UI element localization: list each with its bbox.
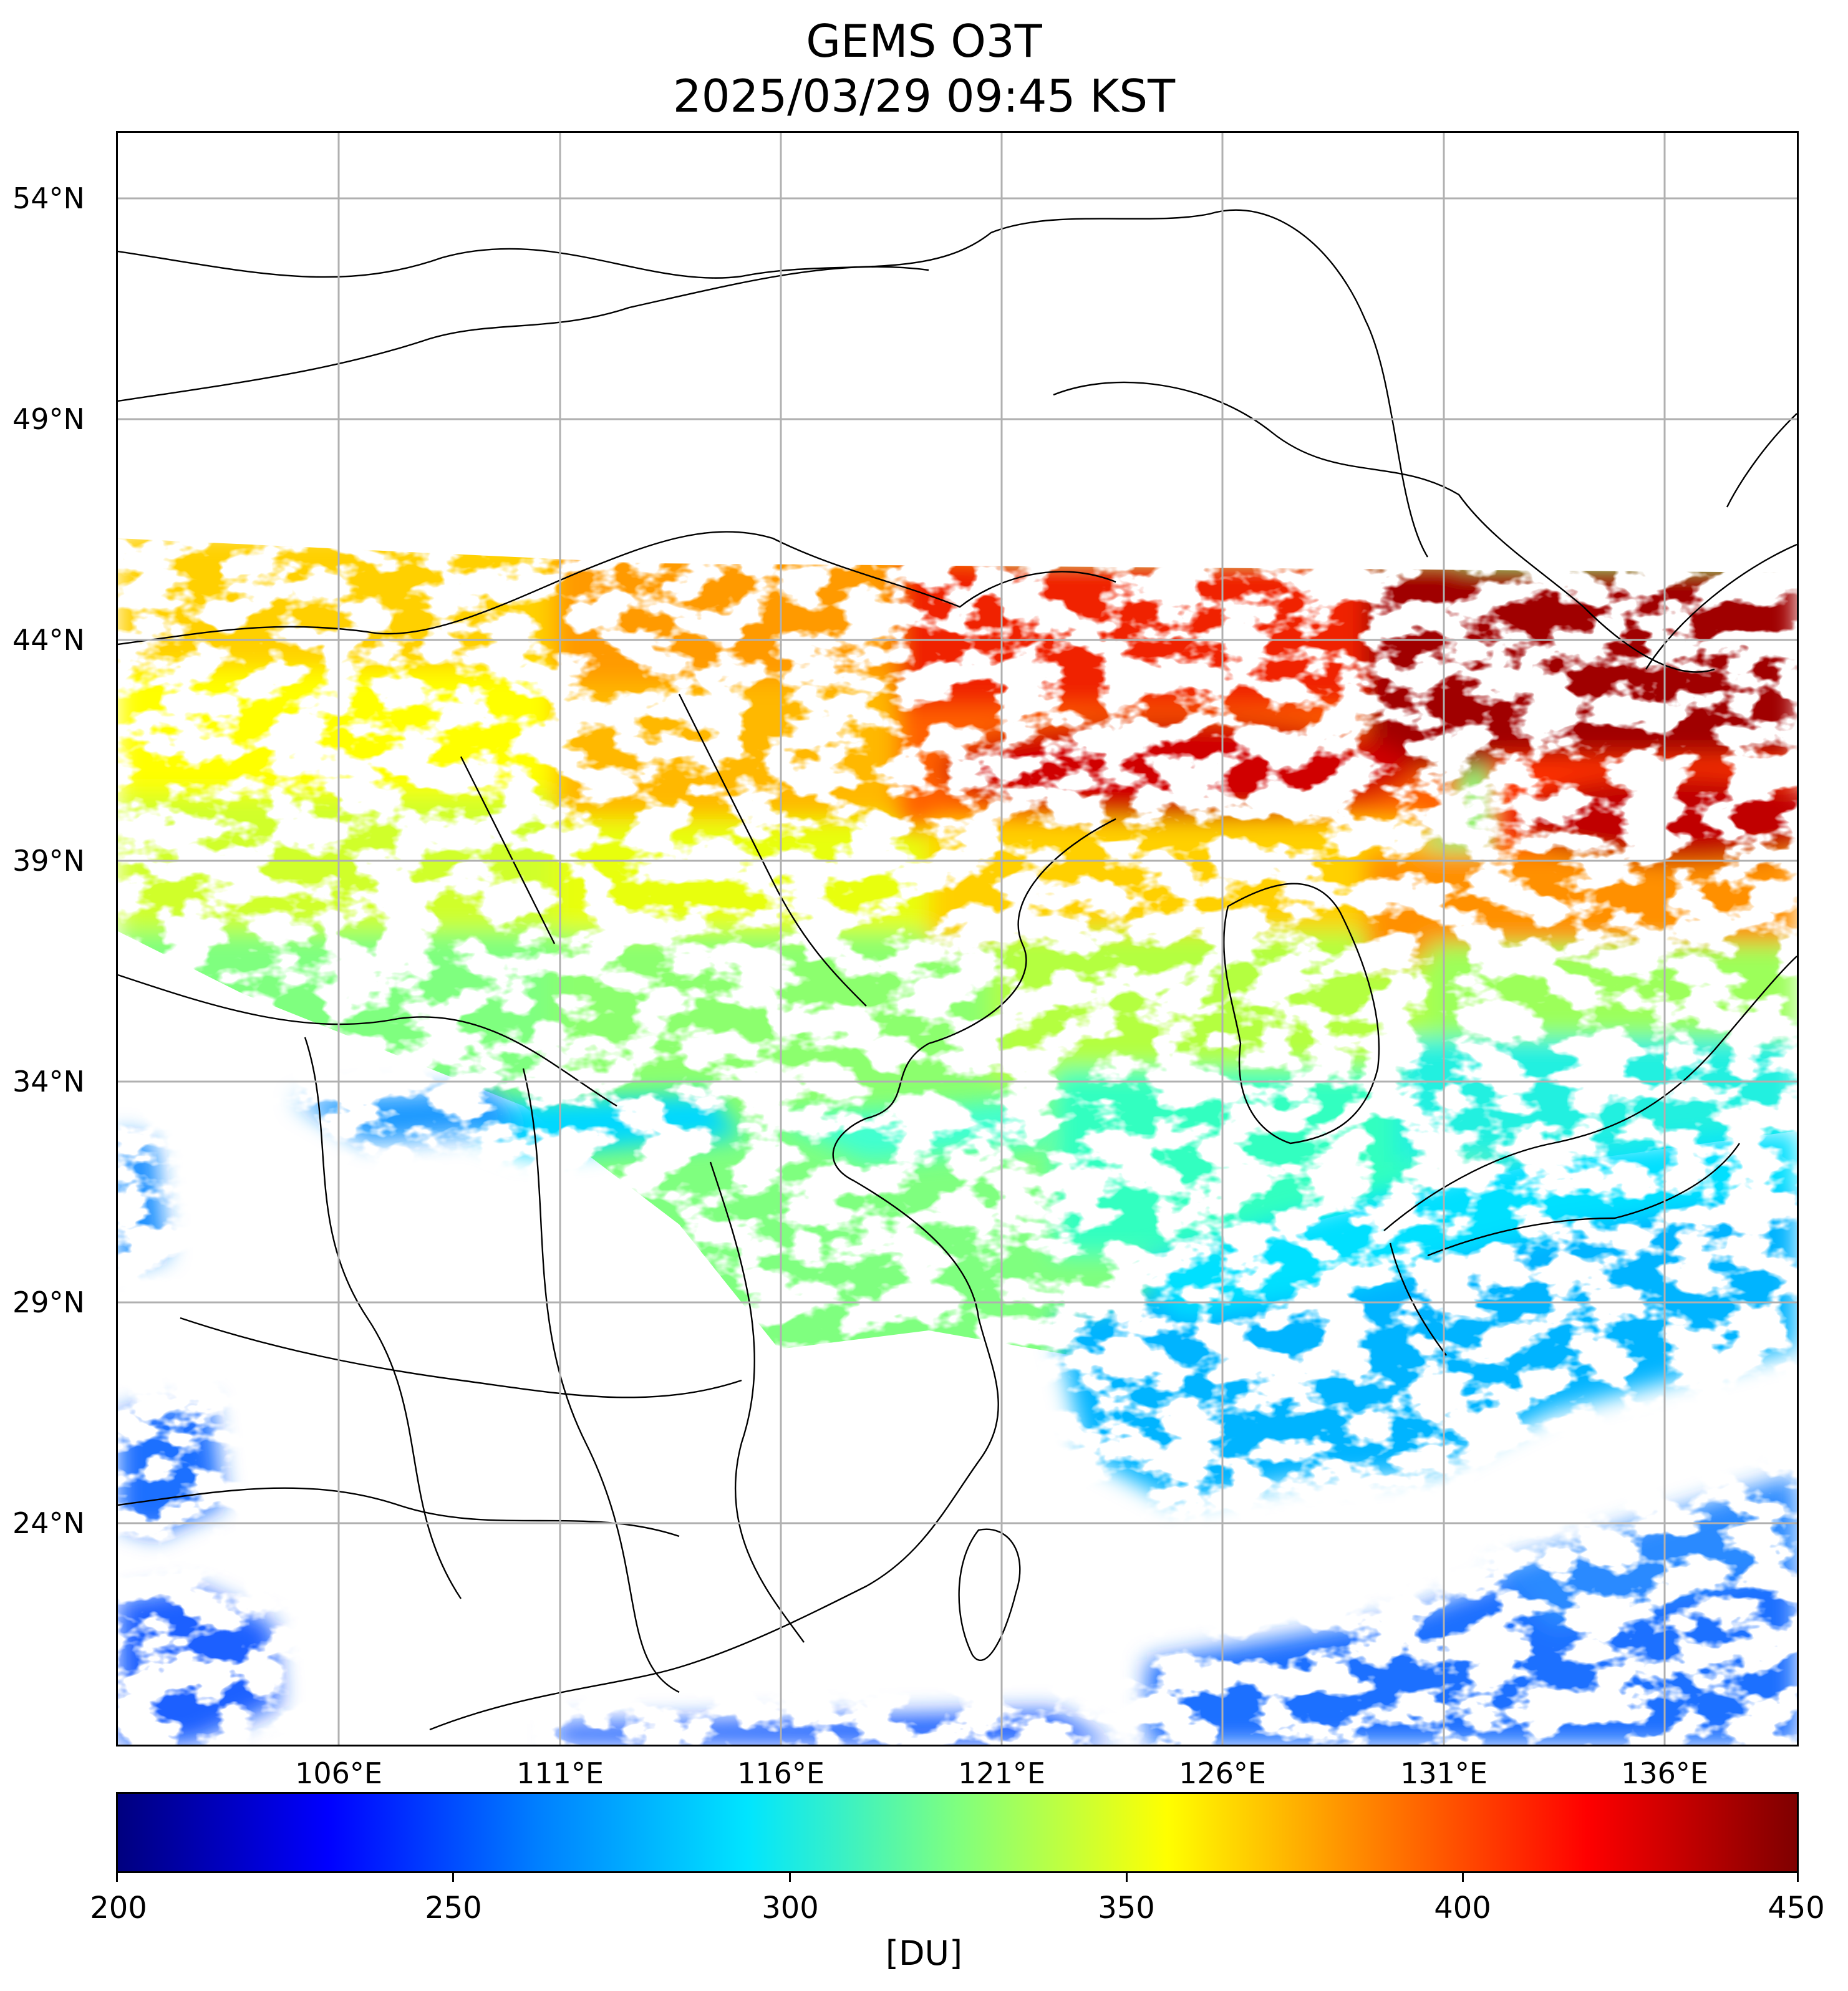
chart-subtitle-datetime: 2025/03/29 09:45 KST (672, 70, 1176, 122)
ozone-map (116, 131, 1799, 1746)
colorbar-label-250: 250 (425, 1891, 482, 1926)
lat-label-34n: 34°N (12, 1065, 85, 1098)
colorbar-label-400: 400 (1434, 1891, 1491, 1926)
lon-label-136e: 136°E (1621, 1756, 1708, 1790)
ozone-map-canvas (118, 133, 1797, 1745)
colorbar-label-450: 450 (1768, 1891, 1825, 1926)
lat-label-39n: 39°N (12, 844, 85, 878)
colorbar-label-300: 300 (762, 1891, 819, 1926)
lon-label-106e: 106°E (295, 1756, 382, 1790)
ozone-data-layer (118, 507, 1797, 1745)
colorbar-label-200: 200 (90, 1891, 147, 1926)
lon-label-126e: 126°E (1179, 1756, 1266, 1790)
graticule (118, 133, 1797, 1745)
colorbar-tick (1462, 1873, 1464, 1882)
coastlines-borders (118, 209, 1797, 1731)
colorbar-tick (452, 1873, 454, 1882)
lon-label-111e: 111°E (516, 1756, 604, 1790)
colorbar-tick (1797, 1873, 1799, 1882)
colorbar-label-350: 350 (1098, 1891, 1155, 1926)
colorbar-unit-label: [DU] (885, 1934, 963, 1973)
lat-label-29n: 29°N (12, 1286, 85, 1319)
lat-label-44n: 44°N (12, 623, 85, 657)
lat-label-49n: 49°N (12, 402, 85, 436)
lat-label-24n: 24°N (12, 1506, 85, 1540)
colorbar-tick (116, 1873, 118, 1882)
lon-label-131e: 131°E (1400, 1756, 1488, 1790)
lat-label-54n: 54°N (12, 182, 85, 215)
colorbar (116, 1792, 1799, 1873)
lon-label-116e: 116°E (737, 1756, 825, 1790)
chart-title: GEMS O3T (806, 15, 1042, 67)
lon-label-121e: 121°E (958, 1756, 1045, 1790)
colorbar-tick (1126, 1873, 1128, 1882)
colorbar-tick (789, 1873, 791, 1882)
